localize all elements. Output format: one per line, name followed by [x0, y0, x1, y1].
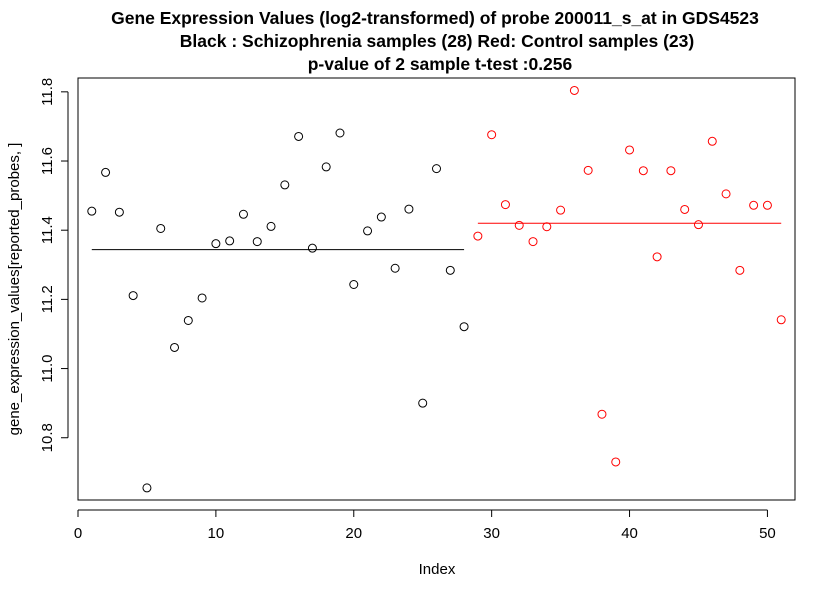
data-point	[514, 220, 524, 230]
data-point	[128, 291, 138, 301]
data-point	[487, 130, 497, 140]
data-point	[307, 243, 317, 253]
data-point	[376, 212, 386, 222]
data-point	[197, 293, 207, 303]
data-point	[404, 204, 414, 214]
x-axis-label: Index	[419, 561, 456, 578]
chart-title-line-3: p-value of 2 sample t-test :0.256	[308, 54, 573, 74]
x-tick-label: 20	[345, 525, 362, 542]
data-point	[569, 85, 579, 95]
y-tick-label: 11.4	[39, 216, 56, 244]
data-point	[87, 206, 97, 216]
chart-title-line-2: Black : Schizophrenia samples (28) Red: …	[180, 31, 694, 51]
data-point	[432, 164, 441, 174]
data-point	[225, 236, 235, 246]
data-point	[142, 483, 152, 493]
data-point	[749, 200, 759, 210]
data-point	[625, 145, 635, 155]
y-tick-label: 10.8	[39, 423, 56, 452]
data-point	[583, 165, 593, 175]
data-points	[87, 85, 786, 493]
data-point	[459, 322, 469, 332]
data-point	[363, 226, 373, 236]
data-point	[500, 200, 510, 210]
plot-frame	[77, 77, 796, 501]
data-point	[266, 221, 276, 231]
chart-title-line-1: Gene Expression Values (log2-transformed…	[111, 8, 759, 28]
data-point	[556, 205, 566, 215]
y-axis-label: gene_expression_values[reported_probes, …	[6, 143, 23, 436]
data-point	[280, 180, 290, 190]
x-tick-label: 50	[759, 525, 776, 542]
data-point	[473, 231, 483, 241]
data-point	[445, 265, 455, 275]
data-point	[252, 237, 262, 247]
data-point	[418, 398, 428, 408]
y-tick-label: 11.8	[39, 78, 56, 106]
data-point	[735, 265, 745, 275]
data-point	[183, 315, 193, 325]
x-tick-label: 0	[74, 525, 82, 542]
data-point	[390, 263, 400, 273]
x-tick-label: 40	[621, 525, 638, 542]
data-point	[666, 166, 676, 176]
data-point	[762, 200, 772, 210]
data-point	[680, 204, 690, 214]
data-point	[597, 409, 607, 419]
data-point	[238, 209, 248, 219]
data-point	[542, 222, 552, 232]
data-point	[652, 252, 662, 262]
data-point	[156, 223, 166, 233]
y-tick-label: 11.2	[39, 285, 56, 313]
data-point	[335, 128, 345, 138]
data-point	[349, 280, 359, 290]
data-point	[611, 457, 621, 467]
data-point	[211, 239, 221, 249]
y-tick-label: 11.0	[39, 355, 56, 383]
data-point	[693, 220, 703, 230]
data-point	[114, 207, 124, 217]
data-point	[528, 237, 538, 247]
data-point	[721, 189, 731, 199]
y-tick-label: 11.6	[39, 147, 56, 175]
data-point	[321, 162, 331, 172]
data-point	[294, 131, 304, 141]
data-point	[776, 315, 786, 325]
x-axis: 0 10 20 30 40 50	[74, 509, 776, 542]
data-point	[707, 136, 717, 146]
data-point	[638, 166, 648, 176]
data-point	[170, 342, 180, 352]
mean-lines	[91, 222, 782, 251]
y-axis: 10.8 11.0 11.2 11.4 11.6 11.8	[39, 78, 69, 452]
x-tick-label: 10	[208, 525, 225, 542]
x-tick-label: 30	[483, 525, 500, 542]
data-point	[101, 167, 111, 177]
